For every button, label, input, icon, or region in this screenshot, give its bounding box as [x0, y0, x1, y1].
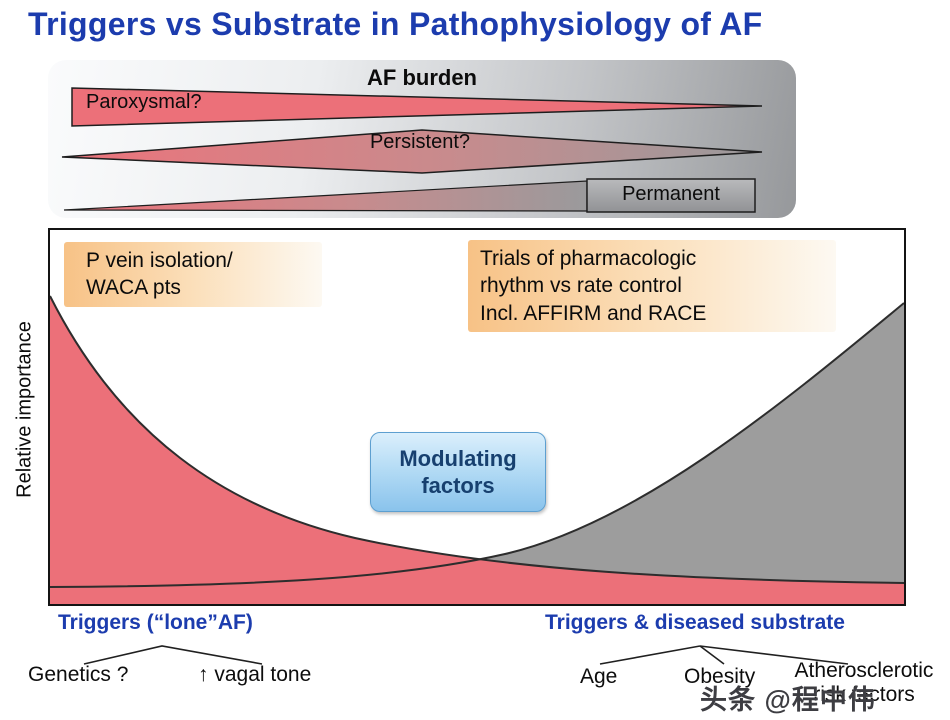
x-axis-left-label: Triggers (“lone”AF)	[58, 611, 253, 634]
age-label: Age	[580, 665, 618, 688]
pvi-waca-note: P vein isolation/ WACA pts	[64, 242, 322, 307]
diagram-title: Triggers vs Substrate in Pathophysiology…	[28, 6, 763, 42]
triggers-curve-line	[50, 295, 904, 584]
x-axis-right-label: Triggers & diseased substrate	[545, 611, 845, 634]
modulating-factors-box: Modulating factors	[370, 432, 546, 512]
af-burden-panel: AF burden Paroxysmal? Persistent? Perman…	[48, 60, 796, 218]
fork-lines	[83, 645, 849, 665]
left-fork	[83, 645, 263, 665]
importance-curves	[50, 295, 904, 604]
substrate-area	[50, 303, 904, 604]
obesity-label: Obesity	[684, 665, 756, 688]
persistent-label: Persistent?	[369, 131, 471, 153]
permanent-label-box	[586, 178, 756, 213]
right-fork-obesity-line	[699, 645, 725, 665]
right-fork-age-line	[599, 645, 701, 665]
substrate-curve-line	[50, 302, 904, 588]
af-burden-heading: AF burden	[367, 65, 477, 90]
permanent-wedge-shape	[63, 180, 588, 212]
atherosclerotic-label: Atherosclerotic risk factors	[794, 659, 934, 706]
right-fork-athero-line	[699, 645, 849, 665]
relative-importance-chart: P vein isolation/ WACA pts Trials of pha…	[48, 228, 906, 606]
watermark: 头条 @程中伟	[700, 685, 876, 715]
permanent-label: Permanent	[622, 183, 720, 205]
triggers-area	[50, 296, 904, 604]
paroxysmal-label: Paroxysmal?	[86, 91, 202, 113]
y-axis-label: Relative importance	[13, 321, 36, 498]
af-burden-graphic	[61, 87, 763, 213]
genetics-label: Genetics ?	[28, 663, 129, 686]
pharmacologic-trials-note: Trials of pharmacologic rhythm vs rate c…	[468, 240, 836, 332]
paroxysmal-wedge-shape	[71, 87, 763, 127]
persistent-wedge-shape	[61, 129, 763, 174]
vagal-tone-label: ↑ vagal tone	[198, 663, 312, 686]
